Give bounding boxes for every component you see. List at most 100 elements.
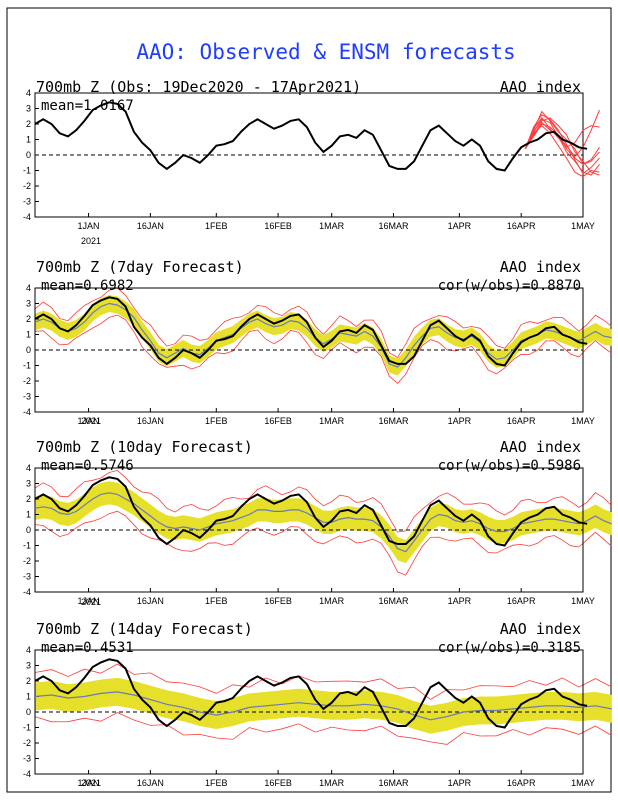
y-tick-label: 2 (26, 314, 31, 324)
correlation-label: cor(w/obs)=0.5986 (438, 458, 581, 474)
x-tick-label: 16APR (507, 778, 536, 788)
year-label: 2021 (81, 416, 101, 426)
forecast-member-line (524, 116, 600, 149)
y-tick-label: 3 (26, 661, 31, 671)
ensemble-mean-line (34, 302, 612, 368)
y-tick-label: -3 (23, 392, 31, 402)
figure-frame (6, 7, 612, 793)
y-tick-label: 2 (26, 494, 31, 504)
x-tick-label: 1MAY (571, 416, 595, 426)
y-tick-label: 4 (26, 88, 31, 98)
y-tick-label: -1 (23, 361, 31, 371)
x-tick-label: 16APR (507, 596, 536, 606)
y-tick-label: 1 (26, 510, 31, 520)
y-tick-label: -4 (23, 212, 31, 222)
x-tick-label: 1APR (448, 221, 472, 231)
x-tick-label: 1MAY (571, 221, 595, 231)
y-tick-label: 4 (26, 283, 31, 293)
correlation-label: cor(w/obs)=0.3185 (438, 640, 581, 656)
forecast-member-line (524, 114, 600, 175)
x-tick-label: 16FEB (264, 416, 292, 426)
mean-label: mean=0.4531 (41, 640, 134, 656)
x-tick-label: 1MAR (319, 221, 345, 231)
y-tick-label: 3 (26, 104, 31, 114)
y-tick-label: 1 (26, 330, 31, 340)
member-max-line (34, 663, 612, 700)
observed-line (34, 658, 588, 729)
member-min-line (34, 314, 613, 384)
member-max-line (34, 469, 613, 533)
year-label: 2021 (81, 236, 101, 246)
ensemble-mean-line (34, 691, 612, 721)
x-tick-label: 1APR (448, 416, 472, 426)
y-tick-label: -2 (23, 181, 31, 191)
x-tick-label: 16JAN (137, 221, 164, 231)
figure-title: AAO: Observed & ENSM forecasts (136, 40, 515, 64)
y-tick-label: -2 (23, 738, 31, 748)
y-tick-label: 4 (26, 463, 31, 473)
y-tick-label: 0 (26, 707, 31, 717)
observed-line (34, 476, 588, 547)
x-tick-label: 16JAN (137, 596, 164, 606)
panel-observed: 700mb Z (Obs: 19Dec2020 - 17Apr2021) AAO… (23, 78, 600, 246)
x-tick-label: 16MAR (378, 778, 409, 788)
index-label: AAO index (500, 438, 581, 456)
x-tick-label: 1FEB (205, 221, 228, 231)
x-tick-label: 1JAN (78, 416, 100, 426)
x-tick-label: 16MAR (378, 596, 409, 606)
panel-title: 700mb Z (10day Forecast) (36, 438, 253, 456)
y-tick-label: 3 (26, 299, 31, 309)
x-tick-label: 16APR (507, 221, 536, 231)
x-tick-label: 1FEB (205, 596, 228, 606)
y-tick-label: 0 (26, 345, 31, 355)
x-tick-label: 1JAN (78, 596, 100, 606)
x-tick-label: 1FEB (205, 416, 228, 426)
year-label: 2021 (81, 597, 101, 607)
observed-line (34, 101, 588, 172)
mean-label: mean=0.6982 (41, 278, 134, 294)
y-tick-label: -3 (23, 197, 31, 207)
y-tick-label: 4 (26, 645, 31, 655)
x-tick-label: 16JAN (137, 778, 164, 788)
ensemble-spread-band (35, 295, 612, 376)
panel-title: 700mb Z (14day Forecast) (36, 620, 253, 638)
y-tick-label: -1 (23, 723, 31, 733)
y-tick-label: -4 (23, 587, 31, 597)
panel-14day-forecast: 700mb Z (14day Forecast) AAO index 4 3 2 1 0… (23, 620, 613, 788)
member-max-line (34, 287, 613, 359)
panel-title: 700mb Z (7day Forecast) (36, 258, 244, 276)
member-min-line (34, 510, 613, 576)
y-tick-label: 1 (26, 135, 31, 145)
x-tick-label: 1MAY (571, 596, 595, 606)
year-label: 2021 (81, 778, 101, 788)
member-min-line (34, 712, 613, 745)
ensemble-spread-band (35, 677, 612, 734)
y-tick-label: -4 (23, 769, 31, 779)
y-tick-label: -3 (23, 572, 31, 582)
y-tick-label: -1 (23, 166, 31, 176)
x-tick-label: 1MAR (319, 596, 345, 606)
y-tick-label: -2 (23, 556, 31, 566)
index-label: AAO index (500, 258, 581, 276)
index-label: AAO index (500, 620, 581, 638)
x-tick-label: 16MAR (378, 221, 409, 231)
y-tick-label: 2 (26, 676, 31, 686)
x-tick-label: 1JAN (78, 221, 100, 231)
y-tick-label: -3 (23, 754, 31, 764)
x-tick-label: 16APR (507, 416, 536, 426)
y-tick-label: 2 (26, 119, 31, 129)
y-tick-label: 0 (26, 150, 31, 160)
y-tick-label: -4 (23, 407, 31, 417)
y-tick-label: 1 (26, 692, 31, 702)
x-tick-label: 16FEB (264, 221, 292, 231)
x-tick-label: 1MAR (319, 416, 345, 426)
x-tick-label: 16MAR (378, 416, 409, 426)
x-tick-label: 16FEB (264, 596, 292, 606)
observed-line (34, 296, 588, 367)
y-tick-label: -2 (23, 376, 31, 386)
x-tick-label: 16JAN (137, 416, 164, 426)
x-tick-label: 16FEB (264, 778, 292, 788)
y-tick-label: -1 (23, 541, 31, 551)
panel-7day-forecast: 700mb Z (7day Forecast) AAO index 4 3 2 1 0 -… (23, 258, 613, 426)
